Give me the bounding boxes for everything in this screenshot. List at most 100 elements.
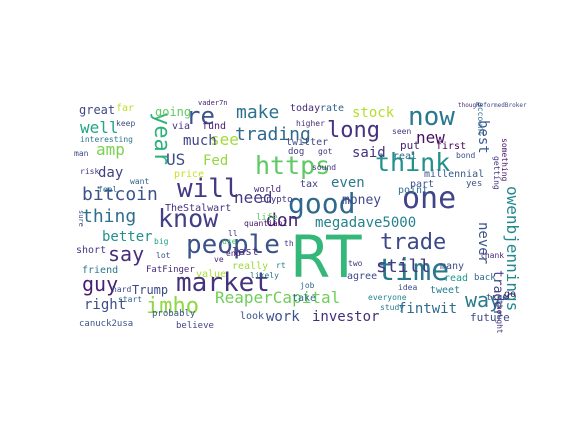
cloud-word-two: two	[348, 259, 363, 268]
cloud-word-well: well	[80, 118, 119, 137]
cloud-word-job: job	[300, 281, 315, 290]
cloud-word-thing: thing	[82, 206, 137, 227]
cloud-word-many: many	[440, 261, 465, 272]
cloud-word-hard: hard	[112, 285, 132, 294]
cloud-word-re: re	[186, 102, 215, 130]
cloud-word-ll: ll	[228, 229, 238, 238]
cloud-word-dog: dog	[288, 147, 305, 157]
cloud-word-think: think	[375, 148, 451, 177]
cloud-word-know: know	[158, 204, 219, 233]
cloud-word-us: US	[166, 150, 186, 169]
cloud-word-put: put	[400, 139, 420, 152]
cloud-word-got: got	[318, 147, 333, 156]
cloud-word-yes: yes	[466, 179, 483, 189]
cloud-word-idea: idea	[398, 283, 418, 292]
cloud-word-twitter: twitter	[286, 137, 329, 148]
cloud-word-sure: sure	[77, 210, 85, 227]
cloud-word-say: say	[108, 242, 145, 266]
cloud-word-trading: trading	[235, 124, 311, 145]
cloud-word-seen: seen	[392, 127, 412, 136]
cloud-word-first: first	[436, 141, 467, 152]
cloud-word-sound: sound	[312, 163, 337, 172]
cloud-word-much: much	[183, 133, 217, 149]
cloud-word-tweet: tweet	[430, 285, 461, 296]
cloud-word-though: though	[458, 102, 480, 109]
cloud-word-keep: keep	[116, 119, 136, 128]
cloud-word-everyone: everyone	[368, 293, 407, 302]
cloud-word-fatfinger: FatFinger	[146, 265, 195, 275]
cloud-word-quantian1: quantian1	[244, 219, 288, 228]
cloud-word-world: world	[254, 185, 282, 195]
cloud-word-risk: risk	[80, 167, 100, 176]
cloud-word-use: use	[222, 237, 237, 246]
cloud-word-point: point	[398, 185, 429, 196]
cloud-word-go: go	[504, 289, 517, 300]
cloud-word-th: th	[284, 239, 294, 248]
cloud-word-end: end	[226, 249, 241, 258]
cloud-word-look: look	[240, 311, 265, 322]
cloud-word-market: market	[176, 268, 270, 298]
cloud-word-time: time	[377, 253, 450, 288]
cloud-word-better: better	[102, 229, 153, 245]
cloud-word-right: right	[84, 297, 127, 313]
cloud-word-read: read	[444, 273, 469, 284]
cloud-word-one: one	[402, 181, 457, 216]
cloud-word-money: money	[342, 193, 382, 208]
cloud-word-higher: higher	[296, 119, 325, 128]
cloud-word-take: take	[292, 293, 317, 304]
cloud-word-bitcoin: bitcoin	[82, 184, 158, 205]
cloud-word-big: big	[154, 237, 169, 246]
cloud-word-today: today	[290, 103, 321, 114]
cloud-word-part: part	[410, 179, 435, 190]
cloud-word-investor: investor	[312, 309, 380, 325]
cloud-word-long: long	[327, 118, 380, 143]
cloud-word-people: people	[186, 230, 280, 260]
cloud-word-stock: stock	[352, 105, 395, 121]
cloud-word-now: now	[408, 102, 455, 132]
cloud-word-ve: ve	[214, 255, 224, 264]
cloud-word-price: price	[174, 169, 205, 180]
cloud-word-friend: friend	[82, 265, 119, 276]
cloud-word-something: something	[500, 138, 509, 182]
cloud-word-still: still	[376, 256, 431, 277]
cloud-word-fund: fund	[202, 121, 227, 132]
cloud-word-feel: feel	[98, 185, 118, 194]
cloud-word-reformedbroker: ReformedBroker	[476, 102, 527, 109]
cloud-word-real: real	[393, 151, 418, 162]
cloud-word-tax: tax	[300, 179, 319, 190]
cloud-word-need: need	[234, 188, 273, 207]
cloud-word-lot: lot	[156, 251, 171, 260]
cloud-word-rt-small: rt	[276, 261, 286, 270]
cloud-word-far: far	[116, 103, 135, 114]
cloud-word-https: https	[255, 151, 331, 180]
cloud-word-thought: thought	[495, 300, 504, 334]
cloud-word-amp: amp	[96, 140, 125, 159]
cloud-word-said: said	[352, 145, 386, 161]
cloud-word-canuck2usa: canuck2usa	[79, 319, 134, 329]
cloud-word-good: good	[288, 187, 356, 220]
cloud-word-going: going	[155, 105, 192, 119]
cloud-word-via: via	[172, 121, 191, 132]
cloud-word-interesting: interesting	[80, 135, 133, 144]
cloud-word-imho: imho	[146, 294, 199, 319]
cloud-word-man: man	[74, 149, 89, 158]
cloud-word-millennial: millennial	[424, 169, 485, 180]
cloud-word-life: life	[256, 213, 278, 223]
cloud-word-trade: trade	[380, 230, 447, 255]
cloud-word-guy: guy	[82, 272, 119, 296]
cloud-word-probably: probably	[152, 309, 196, 319]
cloud-word-see: see	[210, 130, 239, 149]
cloud-word-study: study	[380, 303, 405, 312]
cloud-word-fintwit: fintwit	[398, 301, 458, 317]
cloud-word-thestalwart: TheStalwart	[165, 203, 232, 214]
cloud-word-don: don	[266, 210, 299, 231]
cloud-word-vader7n: vader7n	[198, 99, 228, 107]
cloud-word-will: will	[177, 174, 240, 204]
cloud-word-work: work	[266, 309, 300, 325]
cloud-word-really: really	[232, 261, 269, 272]
cloud-word-short: short	[76, 245, 107, 256]
cloud-word-reapercapital: ReaperCapital	[215, 288, 341, 307]
cloud-word-want: want	[130, 177, 150, 186]
cloud-word-believe: believe	[176, 321, 214, 331]
